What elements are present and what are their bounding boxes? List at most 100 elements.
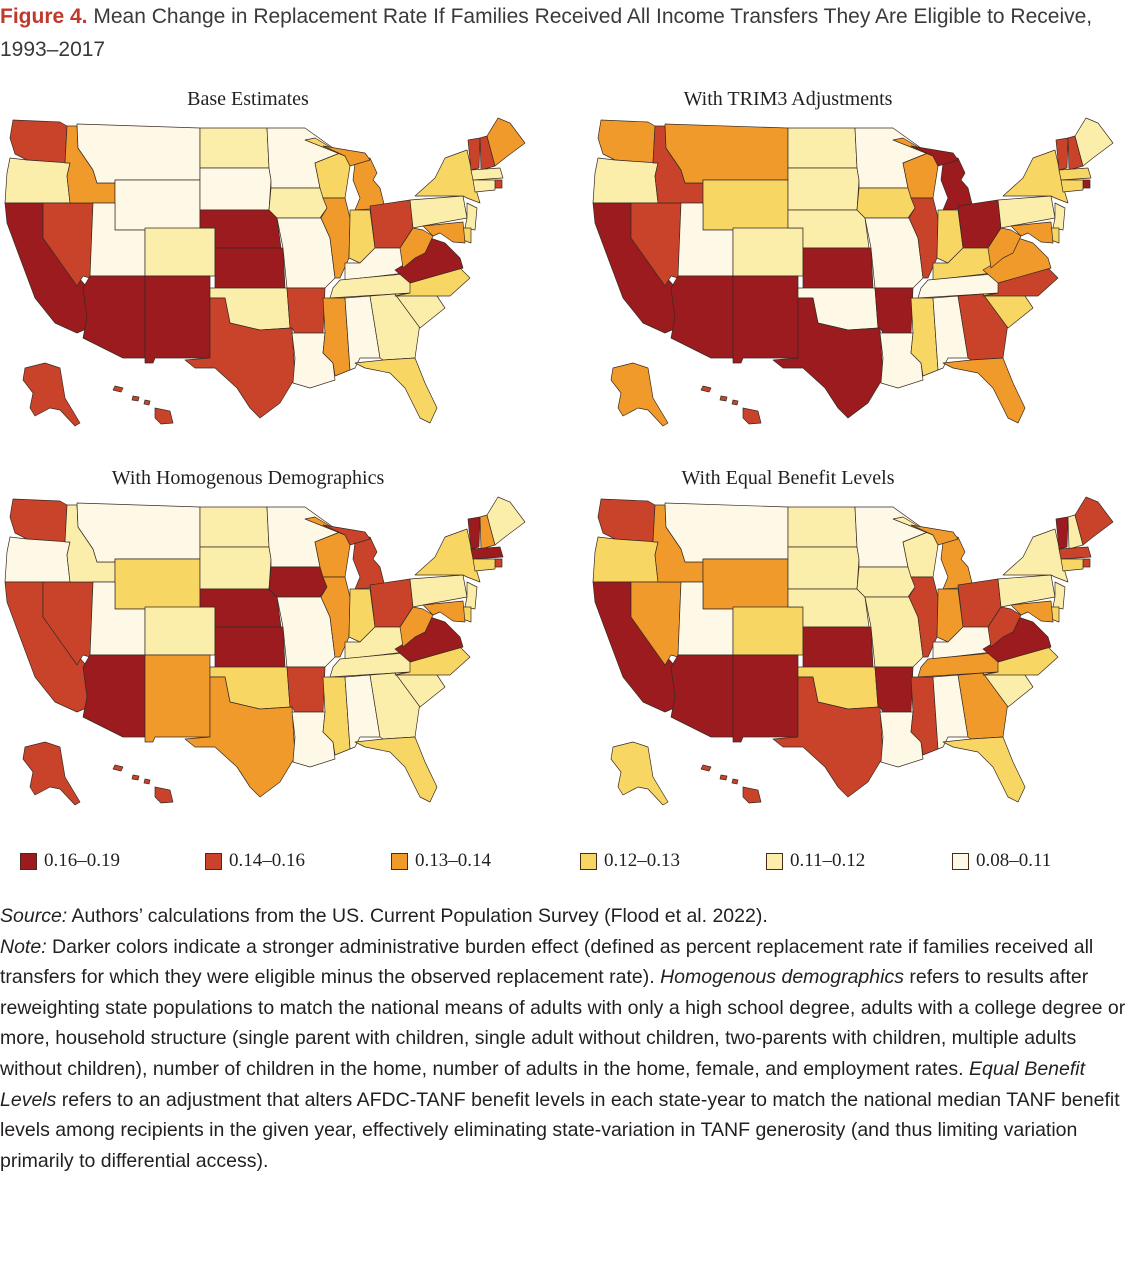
state-hi — [143, 399, 151, 406]
state-ak — [22, 362, 81, 427]
state-me — [1074, 117, 1114, 167]
homogenous-label: Homogenous demographics — [660, 966, 904, 989]
state-ct — [1060, 179, 1084, 193]
state-hi — [731, 399, 739, 406]
legend-label: 0.16–0.19 — [44, 850, 120, 871]
state-az — [82, 654, 146, 738]
equal-benefit-text: refers to an adjustment that alters AFDC… — [0, 1088, 1120, 1172]
state-mt — [664, 123, 789, 184]
state-pa — [409, 574, 468, 608]
state-ks — [802, 247, 874, 289]
state-ct — [472, 179, 496, 193]
state-fl — [942, 736, 1026, 803]
equal-benefit-label: Equal Benefit Levels — [0, 1057, 1086, 1111]
state-ri — [1082, 179, 1091, 189]
state-or — [592, 157, 659, 204]
state-md — [422, 600, 466, 623]
state-mi — [910, 145, 959, 167]
source-text: Authors’ calculations from the US. Curre… — [67, 905, 768, 927]
state-nj — [464, 581, 478, 610]
map-title: Base Estimates — [187, 88, 309, 110]
state-fl — [354, 736, 438, 803]
state-hi — [700, 385, 712, 393]
state-il — [908, 197, 939, 279]
state-ct — [1060, 558, 1084, 572]
state-az — [82, 275, 146, 359]
legend-item: 0.14–0.16 — [205, 850, 305, 871]
us-state-map — [4, 496, 526, 806]
state-hi — [154, 407, 174, 425]
state-me — [486, 496, 526, 546]
state-co — [144, 227, 216, 277]
state-ak — [22, 741, 81, 806]
state-ct — [472, 558, 496, 572]
state-il — [320, 197, 351, 279]
map-title: With Equal Benefit Levels — [681, 467, 895, 489]
state-tx — [184, 297, 296, 419]
legend-item: 0.08–0.11 — [952, 850, 1051, 871]
state-fl — [942, 357, 1026, 424]
state-ri — [494, 558, 503, 568]
map-panel-base-estimates: Base Estimates — [4, 88, 545, 428]
legend-label: 0.11–0.12 — [790, 850, 866, 871]
state-wy — [114, 179, 201, 231]
state-ks — [214, 626, 286, 668]
state-wv — [399, 227, 434, 269]
state-md — [1010, 221, 1054, 244]
legend-swatch — [391, 852, 408, 870]
state-nc — [394, 646, 471, 676]
state-wy — [702, 179, 789, 231]
state-mi — [322, 524, 371, 546]
note-paragraph: Note: Darker colors indicate a stronger … — [0, 932, 1143, 1177]
figure-label: Figure 4. — [0, 5, 88, 28]
map-title: With Homogenous Demographics — [111, 467, 385, 489]
state-nd — [199, 127, 270, 169]
state-nc — [982, 267, 1059, 297]
state-sd — [199, 546, 272, 590]
state-ar — [874, 287, 914, 334]
state-hi — [112, 385, 124, 393]
state-mi — [940, 536, 974, 590]
state-wa — [597, 119, 656, 164]
homogenous-text: refers to results after reweighting stat… — [0, 966, 1126, 1080]
state-ak — [610, 741, 669, 806]
state-nm — [144, 654, 211, 743]
legend-item: 0.16–0.19 — [20, 850, 120, 871]
state-hi — [131, 774, 140, 781]
state-nd — [787, 506, 858, 548]
state-pa — [997, 195, 1056, 229]
state-nm — [732, 275, 799, 364]
state-nj — [1052, 581, 1066, 610]
state-fl — [354, 357, 438, 424]
state-ri — [494, 179, 503, 189]
state-co — [732, 606, 804, 656]
state-sd — [199, 167, 272, 211]
legend-swatch — [580, 852, 597, 870]
state-az — [670, 654, 734, 738]
map-title: With TRIM3 Adjustments — [683, 88, 893, 110]
state-ar — [286, 287, 326, 334]
state-hi — [742, 786, 762, 804]
state-ma — [1058, 546, 1092, 560]
state-pa — [997, 574, 1056, 608]
state-co — [732, 227, 804, 277]
state-wy — [114, 558, 201, 610]
state-mt — [76, 123, 201, 184]
state-nm — [732, 654, 799, 743]
legend-item: 0.12–0.13 — [580, 850, 680, 871]
state-wv — [987, 606, 1022, 648]
legend-label: 0.12–0.13 — [604, 850, 680, 871]
state-mt — [664, 502, 789, 563]
legend-item: 0.11–0.12 — [766, 850, 866, 871]
legend-swatch — [766, 852, 783, 870]
state-ma — [470, 167, 504, 181]
state-hi — [154, 786, 174, 804]
state-ar — [874, 666, 914, 713]
legend-label: 0.13–0.14 — [415, 850, 491, 871]
state-wa — [9, 119, 68, 164]
state-wa — [9, 498, 68, 543]
state-hi — [742, 407, 762, 425]
legend-label: 0.14–0.16 — [229, 850, 305, 871]
state-hi — [112, 764, 124, 772]
state-co — [144, 606, 216, 656]
